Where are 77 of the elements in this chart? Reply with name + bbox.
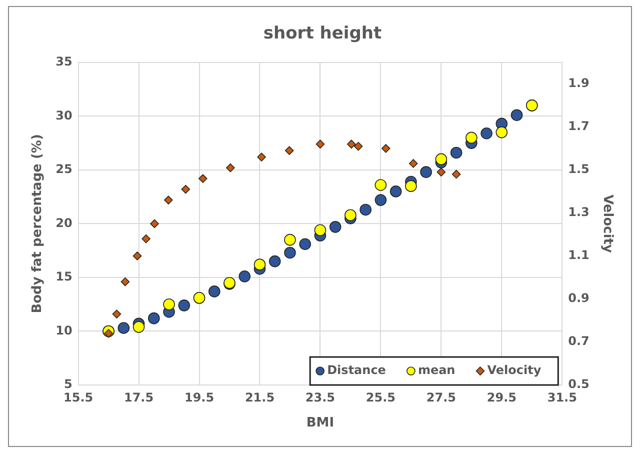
point — [198, 174, 208, 183]
y2-tick-label: 0.9 — [568, 291, 590, 306]
y2-tick-label: 1.7 — [568, 119, 590, 134]
point — [354, 142, 363, 151]
y2-axis-title: Velocity — [600, 194, 615, 254]
point — [314, 224, 326, 236]
y-tick-label: 35 — [56, 54, 72, 69]
y-tick-label: 25 — [56, 162, 72, 176]
y2-tick-label: 0.5 — [568, 377, 590, 392]
y-axis-title: Body fat percentage (%) — [30, 134, 46, 314]
point — [346, 140, 356, 149]
point — [329, 221, 342, 233]
x-tick-label: 23.5 — [305, 390, 336, 404]
point — [132, 252, 142, 260]
point — [178, 300, 190, 312]
point — [374, 179, 387, 191]
point — [480, 127, 492, 140]
y-tick-label: 30 — [56, 108, 72, 122]
point — [284, 234, 296, 246]
x-tick-label: 29.5 — [486, 390, 516, 404]
x-tick-label: 15.5 — [63, 390, 94, 404]
point — [181, 184, 190, 194]
point — [257, 152, 266, 162]
point — [510, 109, 523, 121]
y2-tick-label: 1.9 — [568, 76, 590, 90]
y2-tick-label: 0.7 — [568, 334, 590, 348]
point — [132, 321, 145, 333]
point — [405, 180, 417, 192]
y-tick-label: 10 — [56, 323, 72, 338]
chart-title: short height — [263, 24, 382, 44]
x-tick-label: 21.5 — [244, 390, 275, 404]
point — [284, 246, 296, 259]
point — [254, 258, 266, 270]
x-tick-label: 17.5 — [124, 390, 154, 404]
x-axis-title: BMI — [306, 416, 334, 431]
x-tick-label: 27.5 — [426, 390, 456, 404]
point — [420, 166, 432, 178]
legend-label: Velocity — [487, 363, 542, 378]
y-tick-label: 5 — [64, 377, 72, 392]
point — [360, 204, 372, 216]
y-tick-label: 20 — [56, 216, 72, 230]
point — [163, 298, 175, 310]
point — [208, 286, 220, 298]
point — [226, 163, 235, 172]
point — [408, 159, 418, 168]
point — [344, 209, 356, 221]
x-tick-label: 19.5 — [184, 390, 214, 404]
point — [466, 132, 478, 144]
point — [452, 170, 461, 179]
point — [120, 277, 130, 286]
point — [284, 146, 294, 155]
point — [450, 146, 462, 159]
point — [390, 186, 402, 198]
point — [496, 126, 508, 138]
point — [381, 144, 390, 153]
point — [436, 168, 446, 176]
legend-label: Distance — [327, 363, 386, 378]
point — [150, 219, 159, 228]
y2-tick-label: 1.5 — [568, 162, 590, 176]
point — [316, 140, 325, 149]
point — [118, 322, 130, 334]
y-tick-label: 15 — [56, 270, 72, 284]
x-tick-label: 25.5 — [366, 390, 396, 404]
point — [112, 310, 122, 318]
point — [435, 153, 448, 166]
point — [238, 270, 251, 282]
point — [164, 196, 173, 204]
point — [268, 255, 281, 268]
y2-tick-label: 1.3 — [568, 205, 590, 220]
point — [104, 328, 113, 338]
point — [142, 234, 150, 244]
x-tick-label: 31.5 — [547, 390, 577, 404]
y2-tick-label: 1.1 — [568, 248, 590, 262]
point — [148, 312, 160, 324]
legend-label: mean — [418, 363, 456, 378]
point — [299, 238, 311, 250]
point — [374, 194, 387, 206]
